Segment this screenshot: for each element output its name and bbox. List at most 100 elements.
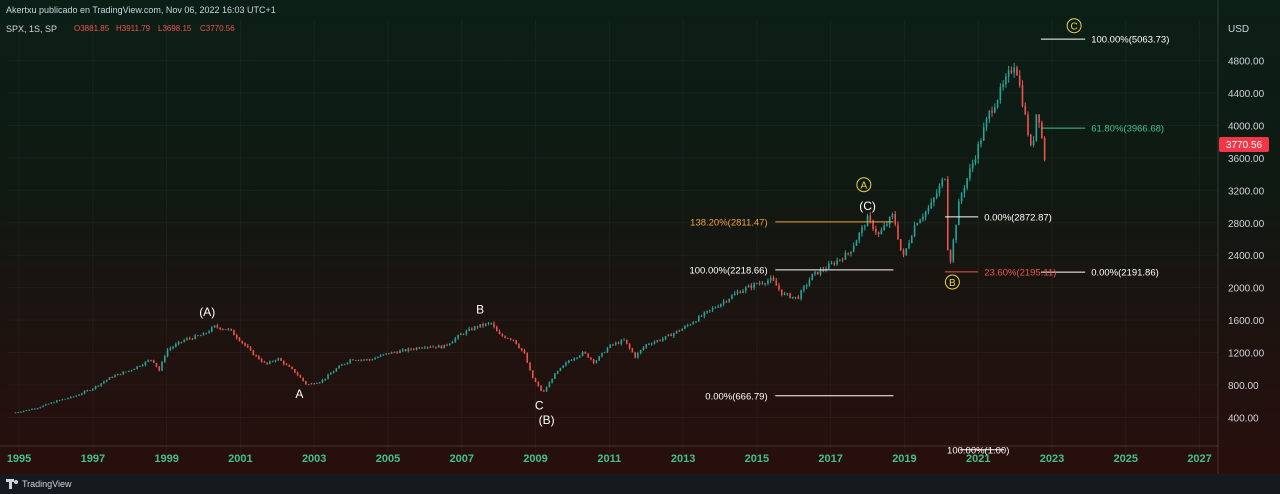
wave-label: A [295, 387, 303, 401]
candle-body [471, 328, 473, 330]
candle-body [988, 110, 991, 119]
candle-body [526, 353, 529, 363]
candle-body [169, 348, 172, 350]
candle-body [490, 323, 493, 324]
x-axis[interactable]: 1995 1997 1999 2001 2003 2005 2007 2009 2011 2013… [0, 445, 1218, 465]
candle-body [349, 359, 351, 363]
candle-body [437, 345, 440, 348]
candle-body [357, 360, 360, 361]
candle-body [119, 373, 122, 375]
candle-body [172, 346, 174, 349]
candle-body [745, 287, 747, 291]
candle-body [432, 346, 434, 348]
footer-brand[interactable]: TradingView [22, 479, 72, 489]
candle-body [675, 330, 678, 334]
candle-body [877, 232, 880, 235]
candle-body [700, 316, 703, 317]
candle-body [529, 362, 531, 371]
candle-body [836, 260, 838, 265]
candle-body [105, 379, 108, 382]
candle-body [354, 360, 357, 361]
candle-body [886, 224, 888, 226]
candle-body [47, 403, 50, 405]
candle-body [783, 293, 786, 295]
candle-body [125, 371, 127, 373]
candle-body [258, 355, 260, 360]
candle-body [534, 378, 537, 383]
candle-body [963, 188, 966, 194]
candle-body [479, 324, 481, 328]
candle-body [385, 353, 387, 355]
wave-label: (A) [199, 305, 215, 319]
candle-body [913, 225, 916, 237]
candle-body [147, 360, 149, 362]
candle-body [637, 353, 639, 358]
candle-body [457, 335, 459, 339]
candle-body [750, 285, 753, 288]
candle-body [407, 348, 410, 352]
candle-body [769, 277, 772, 281]
candle-body [554, 373, 556, 380]
candle-body [1032, 140, 1035, 146]
candle-body [662, 338, 664, 341]
candle-body [648, 344, 650, 345]
candle-body [33, 408, 36, 410]
y-unit-label: USD [1228, 24, 1249, 35]
candle-body [966, 178, 968, 189]
candle-body [587, 353, 589, 358]
candle-body [150, 359, 152, 361]
candle-body [653, 341, 656, 344]
candle-body [537, 382, 540, 386]
x-tick-label: 1997 [81, 453, 105, 465]
candle-body [307, 384, 310, 386]
candle-body [465, 330, 468, 335]
candle-body [224, 329, 227, 331]
candle-body [767, 280, 769, 284]
candle-body [612, 344, 614, 346]
candle-body [111, 377, 114, 379]
candle-body [855, 240, 858, 246]
x-tick-label: 2019 [892, 453, 916, 465]
candle-body [847, 253, 849, 254]
candle-body [56, 400, 58, 403]
candle-body [58, 400, 61, 401]
candle-body [955, 225, 957, 241]
candle-body [958, 201, 960, 226]
candle-body [952, 240, 955, 262]
candle-body [944, 178, 946, 180]
candle-body [623, 339, 625, 341]
candle-body [825, 268, 827, 270]
candle-body [230, 328, 232, 331]
wave-label: (C) [859, 199, 876, 213]
candle-body [67, 398, 69, 399]
candle-body [938, 185, 941, 194]
candle-body [617, 342, 620, 344]
y-tick-label: 2400.00 [1228, 251, 1265, 262]
y-axis[interactable]: 400.00 800.00 1200.00 1600.00 2000.00 2400.00… [1217, 0, 1265, 474]
candle-body [758, 283, 761, 284]
x-tick-label: 2023 [1040, 453, 1064, 465]
candle-body [711, 308, 714, 310]
candle-body [808, 280, 811, 286]
candle-body [285, 364, 288, 366]
candle-body [725, 301, 728, 303]
candle-body [507, 337, 509, 339]
candle-body [974, 159, 977, 164]
candle-body [487, 323, 490, 325]
y-tick-label: 1600.00 [1228, 316, 1265, 327]
price-series [14, 63, 1046, 414]
candle-body [399, 350, 401, 354]
candle-body [219, 327, 221, 330]
candle-body [567, 360, 570, 363]
candle-body [908, 242, 910, 249]
candle-body [501, 334, 504, 337]
candle-body [891, 214, 894, 218]
x-tick-label: 2011 [597, 453, 621, 465]
symbol-label[interactable]: SPX, 1S, SP [6, 24, 57, 34]
candle-body [839, 259, 841, 261]
candle-body [946, 178, 949, 251]
candle-body [971, 163, 974, 169]
candle-body [318, 382, 321, 384]
fib-label: 0.00%(666.79) [705, 391, 767, 402]
